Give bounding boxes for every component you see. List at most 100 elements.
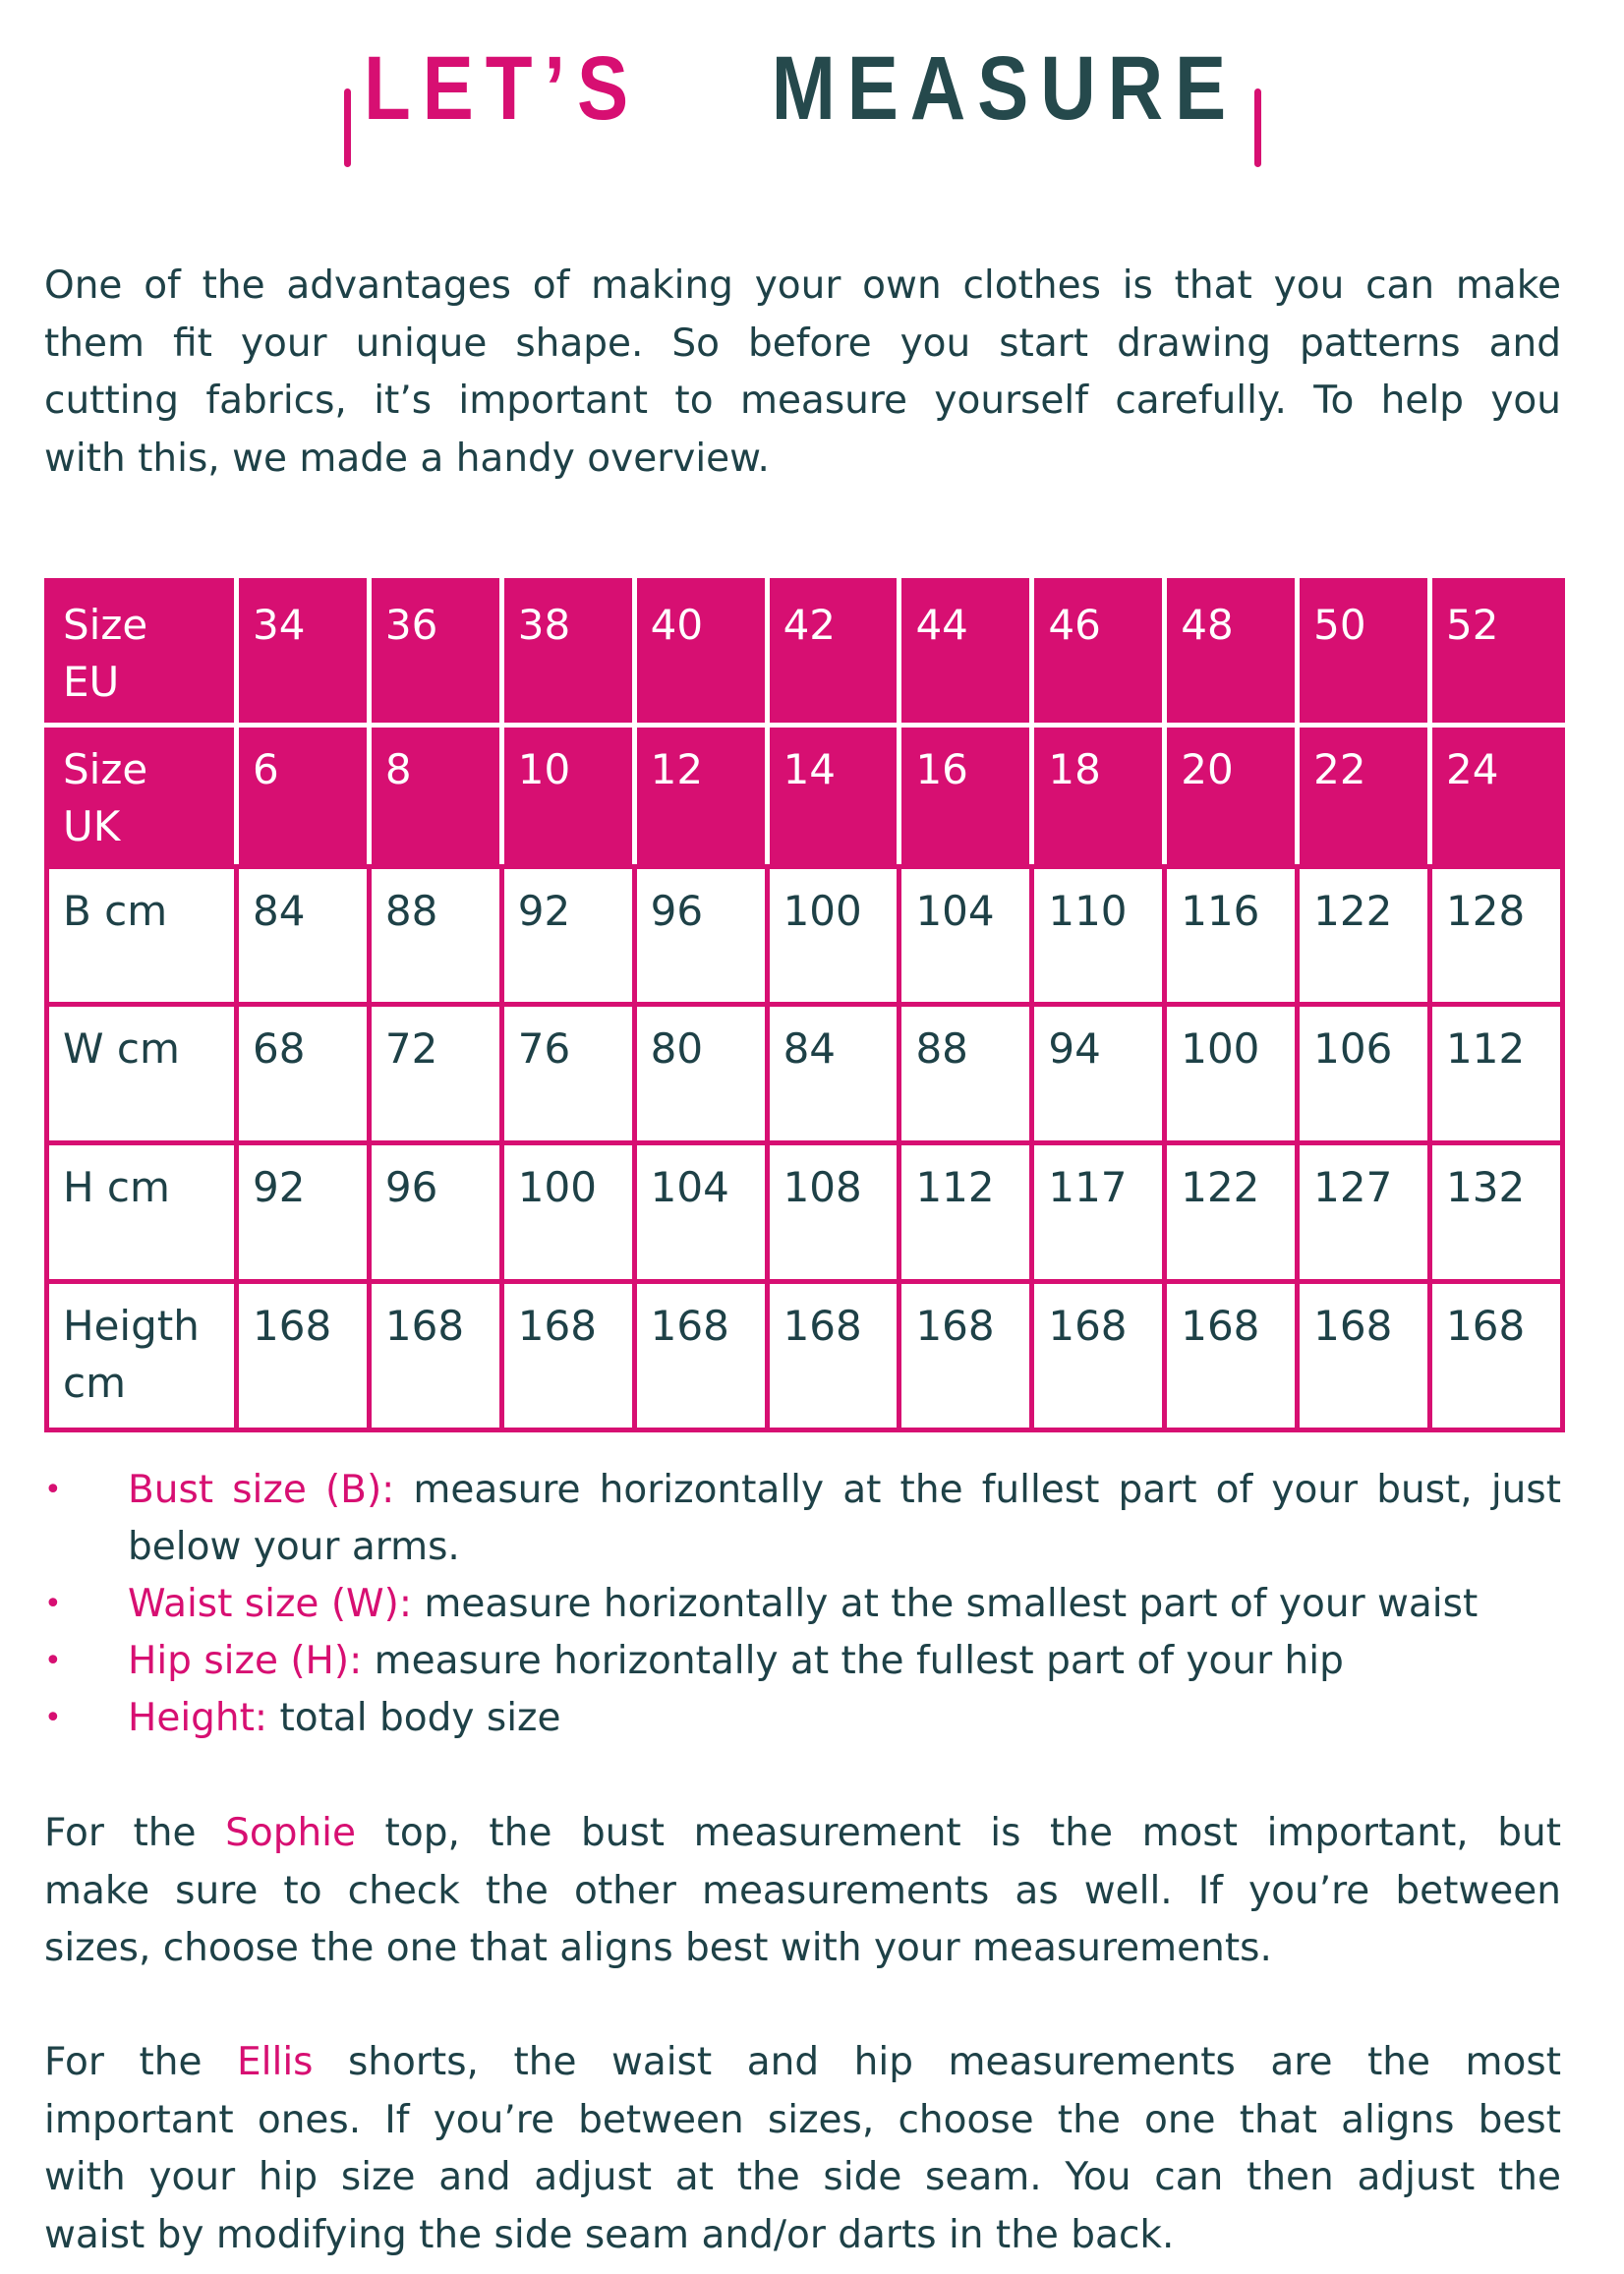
- table-cell: 104: [631, 1140, 770, 1284]
- row-label-text: W cm: [63, 1024, 180, 1073]
- bullet-icon: •: [44, 1587, 62, 1621]
- table-cell: 14: [764, 723, 902, 869]
- table-cell: 48: [1162, 578, 1301, 728]
- table-cell: 12: [631, 723, 770, 869]
- table-cell: 44: [897, 578, 1035, 728]
- text-line: with your hip size and adjust at the sid…: [44, 2149, 1561, 2207]
- table-cell: 94: [1029, 1002, 1168, 1145]
- table-cell: 36: [366, 578, 504, 728]
- text-segment: For the: [44, 2040, 237, 2084]
- table-cell: 84: [234, 864, 372, 1007]
- table-cell: 168: [1029, 1279, 1168, 1432]
- table-cell: 6: [234, 723, 372, 869]
- table-cell: 168: [764, 1279, 902, 1432]
- title-part-2: MEASURE: [771, 38, 1238, 139]
- text-line: below your arms.: [128, 1519, 1561, 1576]
- table-cell: 96: [631, 864, 770, 1007]
- term-label: Hip size (H):: [128, 1639, 363, 1683]
- row-label-text: EU: [63, 658, 120, 706]
- table-cell: 168: [498, 1279, 637, 1432]
- table-cell: 92: [234, 1140, 372, 1284]
- table-cell: 168: [897, 1279, 1035, 1432]
- bullet-icon: •: [44, 1644, 62, 1678]
- text-segment: them fit your unique shape. So before yo…: [44, 321, 1561, 366]
- text-line: waist by modifying the side seam and/or …: [44, 2207, 1561, 2265]
- text-line: with this, we made a handy overview.: [44, 431, 1561, 489]
- text-line: Hip size (H): measure horizontally at th…: [128, 1633, 1561, 1690]
- table-cell: 112: [1427, 1002, 1565, 1145]
- title-divider-left: [344, 88, 351, 167]
- table-cell: 38: [498, 578, 637, 728]
- text-line: Bust size (B): measure horizontally at t…: [128, 1462, 1561, 1519]
- table-cell: 22: [1295, 723, 1433, 869]
- table-row: Heigth cm 168 168 168 168 168 168 168 168 168 168: [44, 1279, 1565, 1432]
- table-row: H cm 92 96 100 104 108 112 117 122 127 132: [44, 1140, 1565, 1284]
- row-label-text: B cm: [63, 887, 168, 935]
- row-label: Size EU: [44, 578, 239, 728]
- table-cell: 34: [234, 578, 372, 728]
- list-item: • Bust size (B): measure horizontally at …: [44, 1462, 1561, 1576]
- table-cell: 88: [897, 1002, 1035, 1145]
- bullet-icon: •: [44, 1473, 62, 1507]
- table-cell: 112: [897, 1140, 1035, 1284]
- text-line: Waist size (W): measure horizontally at …: [128, 1576, 1561, 1633]
- table-cell: 106: [1295, 1002, 1433, 1145]
- table-cell: 168: [1162, 1279, 1301, 1432]
- text-segment: top, the bust measurement is the most im…: [356, 1811, 1561, 1855]
- table-cell: 100: [498, 1140, 637, 1284]
- table-cell: 127: [1295, 1140, 1433, 1284]
- term-description: measure horizontally at the fullest part…: [394, 1468, 1561, 1512]
- list-item: • Height: total body size: [44, 1690, 1561, 1747]
- table-cell: 40: [631, 578, 770, 728]
- highlighted-term: Ellis: [237, 2040, 314, 2084]
- sophie-paragraph: For the Sophie top, the bust measurement…: [44, 1805, 1561, 1978]
- text-line: cutting fabrics, it’s important to measu…: [44, 373, 1561, 431]
- table-cell: 168: [631, 1279, 770, 1432]
- table-cell: 110: [1029, 864, 1168, 1007]
- text-segment: cutting fabrics, it’s important to measu…: [44, 379, 1561, 423]
- term-label: Bust size (B):: [128, 1468, 395, 1512]
- table-cell: 68: [234, 1002, 372, 1145]
- table-cell: 10: [498, 723, 637, 869]
- table-row: B cm 84 88 92 96 100 104 110 116 122 128: [44, 864, 1565, 1007]
- table-cell: 168: [366, 1279, 504, 1432]
- text-segment: make sure to check the other measurement…: [44, 1868, 1561, 1913]
- term-description: total body size: [267, 1696, 561, 1740]
- table-cell: 116: [1162, 864, 1301, 1007]
- row-label: W cm: [44, 1002, 239, 1145]
- table-cell: 16: [897, 723, 1035, 869]
- text-segment: sizes, choose the one that aligns best w…: [44, 1926, 1272, 1970]
- table-cell: 92: [498, 864, 637, 1007]
- table-cell: 108: [764, 1140, 902, 1284]
- text-line: Height: total body size: [128, 1690, 1561, 1747]
- table-cell: 52: [1427, 578, 1565, 728]
- table-row: Size UK 6 8 10 12 14 16 18 20 22 24: [44, 723, 1565, 869]
- title-part-1: LET’S: [364, 38, 641, 139]
- table-cell: 132: [1427, 1140, 1565, 1284]
- table-cell: 8: [366, 723, 504, 869]
- table-row: Size EU 34 36 38 40 42 44 46 48 50 52: [44, 578, 1565, 728]
- row-label-text: cm: [63, 1359, 127, 1407]
- ellis-paragraph: For the Ellis shorts, the waist and hip …: [44, 2034, 1561, 2264]
- intro-paragraph: One of the advantages of making your own…: [44, 258, 1561, 488]
- list-item: • Waist size (W): measure horizontally at…: [44, 1576, 1561, 1633]
- table-cell: 128: [1427, 864, 1565, 1007]
- highlighted-term: Sophie: [225, 1811, 356, 1855]
- term-label: Waist size (W):: [128, 1582, 412, 1626]
- row-label-text: Size: [63, 601, 148, 649]
- text-segment: with your hip size and adjust at the sid…: [44, 2155, 1561, 2199]
- text-line: For the Sophie top, the bust measurement…: [44, 1805, 1561, 1863]
- row-label-text: Size: [63, 745, 148, 793]
- text-segment: shorts, the waist and hip measurements a…: [313, 2040, 1561, 2084]
- table-cell: 100: [1162, 1002, 1301, 1145]
- table-cell: 117: [1029, 1140, 1168, 1284]
- table-cell: 24: [1427, 723, 1565, 869]
- table-cell: 18: [1029, 723, 1168, 869]
- table-row: W cm 68 72 76 80 84 88 94 100 106 112: [44, 1002, 1565, 1145]
- bullet-icon: •: [44, 1701, 62, 1735]
- term-description: measure horizontally at the fullest part…: [362, 1639, 1344, 1683]
- text-segment: important ones. If you’re between sizes,…: [44, 2097, 1561, 2142]
- text-line: One of the advantages of making your own…: [44, 258, 1561, 316]
- text-line: them fit your unique shape. So before yo…: [44, 316, 1561, 374]
- row-label-text: UK: [63, 802, 121, 850]
